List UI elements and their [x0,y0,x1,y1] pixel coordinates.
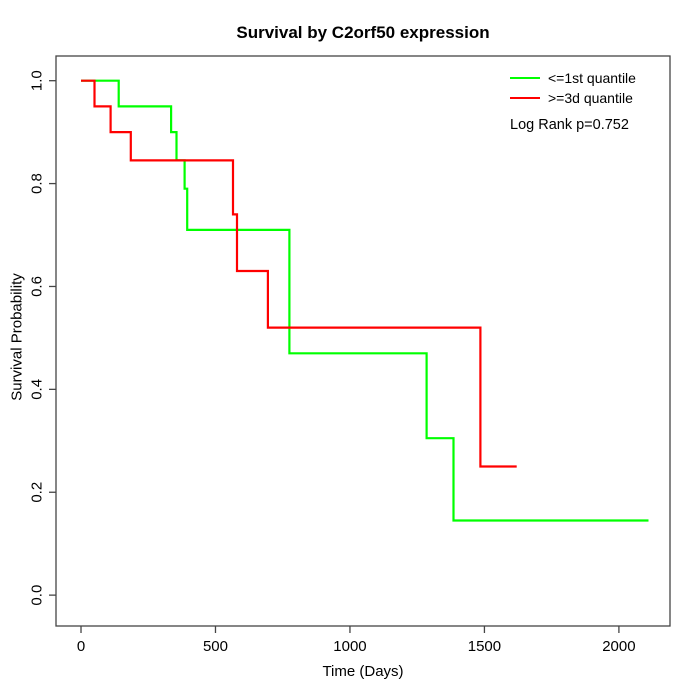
y-tick-label: 1.0 [29,70,46,91]
x-axis-title: Time (Days) [322,663,404,680]
legend: <=1st quantile >=3d quantile Log Rank p=… [510,68,636,133]
legend-item-3d-quantile: >=3d quantile [510,88,636,108]
log-rank-pvalue: Log Rank p=0.752 [510,117,629,133]
x-tick-label: 0 [77,638,85,655]
plot-box [55,55,671,627]
legend-label-3d-quantile: >=3d quantile [548,90,633,106]
x-tick-label: 500 [203,638,228,655]
y-tick-label: 0.4 [29,379,46,400]
ge-3d-quantile-curve [81,79,517,468]
x-tick-label: 1500 [468,638,501,655]
green-line-swatch [510,77,540,79]
y-tick-label: 0.6 [29,276,46,297]
legend-label-1st-quantile: <=1st quantile [548,70,636,86]
le-1st-quantile-curve [81,79,649,522]
legend-item-1st-quantile: <=1st quantile [510,68,636,88]
x-tick-label: 1000 [333,638,366,655]
y-tick-label: 0.8 [29,173,46,194]
y-tick-label: 0.2 [29,482,46,503]
red-line-swatch [510,97,540,99]
x-tick-label: 2000 [602,638,635,655]
chart-title: Survival by C2orf50 expression [236,23,490,42]
y-tick-label: 0.0 [29,585,46,606]
